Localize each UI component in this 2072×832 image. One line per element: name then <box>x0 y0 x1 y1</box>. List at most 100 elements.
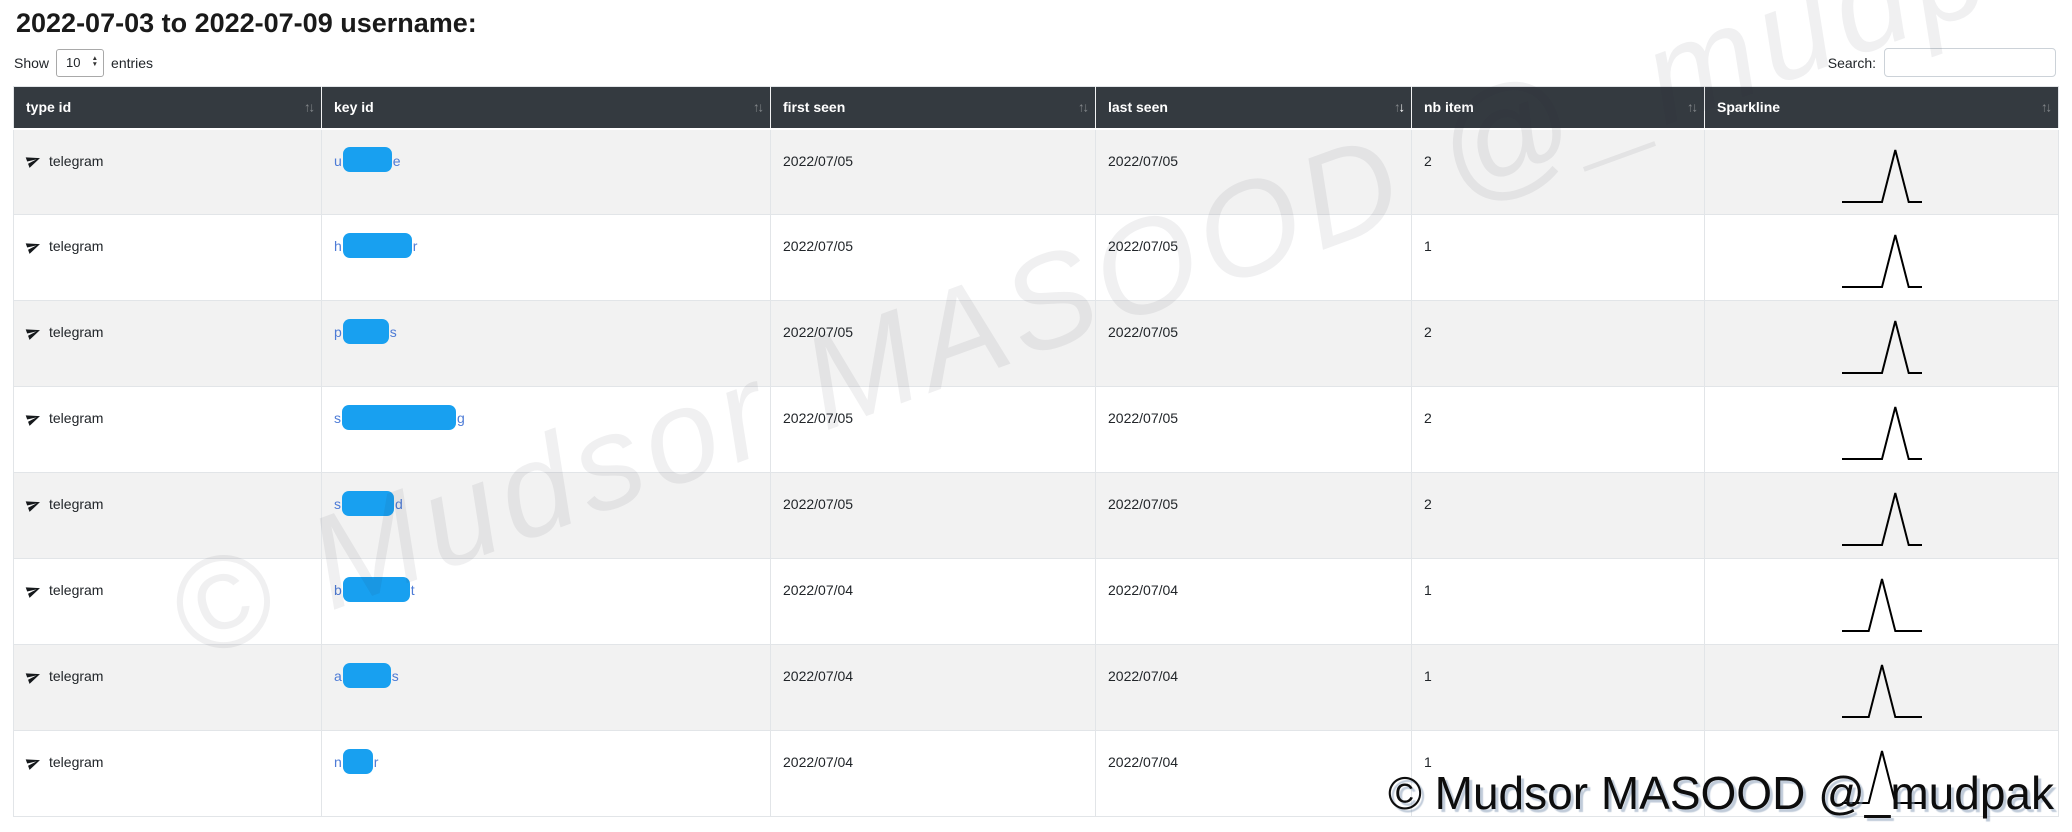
search-input[interactable] <box>1884 48 2056 77</box>
key-id-prefix: p <box>334 324 342 340</box>
column-label: nb item <box>1424 99 1474 116</box>
first-seen-cell: 2022/07/05 <box>770 472 1096 559</box>
page-length-control: Show 10 entries <box>14 48 154 77</box>
sort-icon: ↑↓ <box>1078 99 1089 115</box>
first-seen-cell: 2022/07/05 <box>770 128 1096 215</box>
table-row: telegram n r 2022/07/04 2022/07/04 1 <box>13 730 2059 817</box>
key-id-prefix: s <box>334 496 341 512</box>
entries-label: entries <box>111 54 154 71</box>
sparkline-chart <box>1841 234 1922 288</box>
type-id-cell: telegram <box>13 558 322 645</box>
last-seen-cell: 2022/07/05 <box>1095 472 1412 559</box>
type-id-label: telegram <box>49 496 104 512</box>
key-id-suffix: s <box>391 668 399 684</box>
page-size-select-wrap: 10 <box>56 48 105 77</box>
sparkline-chart <box>1841 664 1922 718</box>
key-id-suffix: e <box>392 152 401 169</box>
key-id-redaction <box>342 404 456 430</box>
type-id-label: telegram <box>49 582 104 598</box>
last-seen-cell: 2022/07/05 <box>1095 128 1412 215</box>
sparkline-cell <box>1704 730 2059 817</box>
sparkline-cell <box>1704 472 2059 559</box>
key-id-prefix: b <box>334 582 342 598</box>
table-controls: Show 10 entries Search: <box>0 48 2072 86</box>
key-id-prefix: u <box>334 152 342 169</box>
key-id-suffix: d <box>395 496 403 512</box>
type-id-label: telegram <box>49 754 104 770</box>
key-id-prefix: h <box>334 238 342 254</box>
type-id-cell: telegram <box>13 386 322 473</box>
column-header-key-id[interactable]: key id ↑↓ <box>321 86 771 130</box>
last-seen-cell: 2022/07/05 <box>1095 300 1412 387</box>
key-id-suffix: t <box>410 582 415 598</box>
sort-icon: ↑↓ <box>753 99 764 115</box>
type-id-label: telegram <box>49 152 104 169</box>
telegram-icon <box>25 328 40 340</box>
table-row: telegram p s 2022/07/05 2022/07/05 2 <box>13 300 2059 387</box>
type-id-label: telegram <box>49 324 104 340</box>
nb-item-cell: 2 <box>1411 128 1705 215</box>
column-header-type-id[interactable]: type id ↑↓ <box>13 86 322 130</box>
type-id-cell: telegram <box>13 472 322 559</box>
type-id-cell: telegram <box>13 644 322 731</box>
column-header-nb-item[interactable]: nb item ↑↓ <box>1411 86 1705 130</box>
nb-item-cell: 2 <box>1411 300 1705 387</box>
telegram-icon <box>25 414 40 426</box>
sort-icon: ↑↓ <box>1394 99 1405 115</box>
sparkline-chart <box>1841 578 1922 632</box>
last-seen-cell: 2022/07/04 <box>1095 730 1412 817</box>
column-header-sparkline[interactable]: Sparkline ↑↓ <box>1704 86 2059 130</box>
first-seen-cell: 2022/07/05 <box>770 386 1096 473</box>
page-title: 2022-07-03 to 2022-07-09 username: <box>16 8 477 38</box>
key-id-prefix: s <box>334 410 341 426</box>
key-id-redaction <box>342 748 373 774</box>
table-row: telegram b t 2022/07/04 2022/07/04 1 <box>13 558 2059 645</box>
search-control: Search: <box>1828 48 2056 77</box>
key-id-prefix: a <box>334 668 342 684</box>
table-header: type id ↑↓ key id ↑↓ first seen ↑↓ last seen ↑↓… <box>13 86 2059 130</box>
type-id-cell: telegram <box>13 300 322 387</box>
key-id-redaction <box>342 147 392 173</box>
sort-icon: ↑↓ <box>1687 99 1698 115</box>
table-body: telegram u e 2022/07/05 2022/07/05 2 telegram h… <box>13 128 2059 817</box>
telegram-icon <box>25 586 40 598</box>
key-id-suffix: r <box>373 754 379 770</box>
nb-item-cell: 1 <box>1411 644 1705 731</box>
table-row: telegram s d 2022/07/05 2022/07/05 2 <box>13 472 2059 559</box>
last-seen-cell: 2022/07/05 <box>1095 386 1412 473</box>
column-header-first-seen[interactable]: first seen ↑↓ <box>770 86 1096 130</box>
first-seen-cell: 2022/07/04 <box>770 730 1096 817</box>
nb-item-cell: 1 <box>1411 214 1705 301</box>
last-seen-cell: 2022/07/04 <box>1095 644 1412 731</box>
sort-icon: ↑↓ <box>2041 99 2052 115</box>
key-id-suffix: s <box>389 324 397 340</box>
sparkline-chart <box>1841 149 1922 203</box>
column-label: Sparkline <box>1717 99 1781 116</box>
table-row: telegram u e 2022/07/05 2022/07/05 2 <box>13 128 2059 215</box>
sparkline-chart <box>1841 406 1922 460</box>
nb-item-cell: 2 <box>1411 386 1705 473</box>
key-id-redaction <box>342 576 410 602</box>
key-id-suffix: g <box>457 410 465 426</box>
key-id-redaction <box>342 232 412 258</box>
key-id-prefix: n <box>334 754 342 770</box>
type-id-label: telegram <box>49 668 104 684</box>
type-id-cell: telegram <box>13 128 322 215</box>
last-seen-cell: 2022/07/04 <box>1095 558 1412 645</box>
page-size-select[interactable]: 10 <box>56 48 105 77</box>
column-header-last-seen[interactable]: last seen ↑↓ <box>1095 86 1412 130</box>
table-row: telegram s g 2022/07/05 2022/07/05 2 <box>13 386 2059 473</box>
sparkline-chart <box>1841 320 1922 374</box>
